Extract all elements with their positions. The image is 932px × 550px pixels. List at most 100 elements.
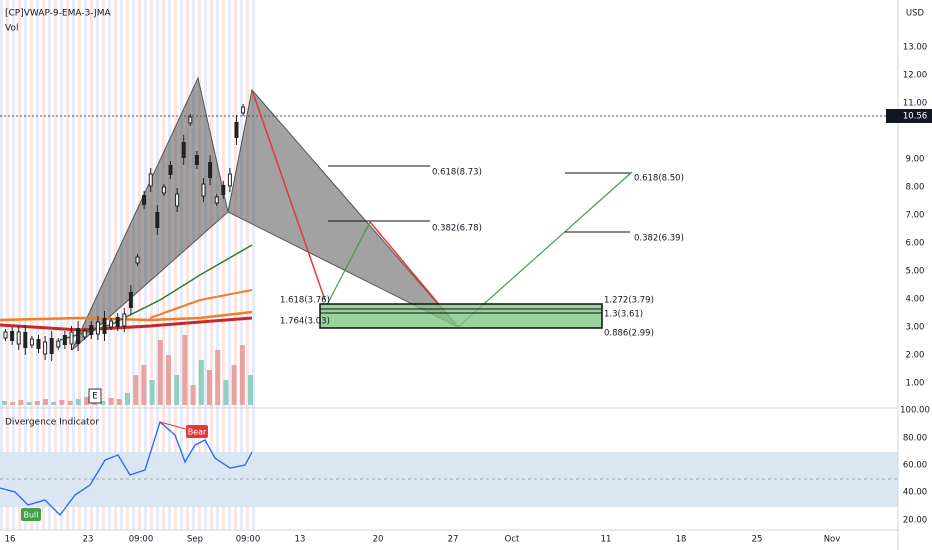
stripe <box>252 0 255 530</box>
candle <box>188 116 193 124</box>
stripe <box>210 0 213 530</box>
candle <box>23 332 28 348</box>
volume-bar <box>198 360 204 405</box>
candle <box>234 122 239 138</box>
time-tick: 20 <box>373 535 384 545</box>
candle <box>76 328 81 344</box>
volume-bar <box>75 399 81 405</box>
time-tick: 23 <box>83 535 94 545</box>
time-tick: Nov <box>824 535 841 545</box>
candle <box>49 338 54 354</box>
bull-label: Bull <box>23 511 38 520</box>
stripe <box>198 0 201 530</box>
time-tick: 13 <box>295 535 306 545</box>
candle <box>102 318 107 334</box>
green-leg <box>457 171 633 328</box>
time-tick: 09:00 <box>129 535 154 545</box>
osc-tick: 20.00 <box>903 516 927 526</box>
volume-bar <box>215 350 221 405</box>
volume-bar <box>239 345 245 405</box>
stripe <box>186 0 189 530</box>
stripe <box>108 0 111 530</box>
volume-bar <box>174 375 180 405</box>
jma <box>59 244 253 341</box>
pattern-xab <box>71 76 229 351</box>
candle <box>135 256 140 264</box>
pattern-bcd <box>227 88 459 328</box>
stripe <box>240 0 243 530</box>
red-leg <box>251 89 326 301</box>
time-tick: 09:00 <box>236 535 261 545</box>
candle <box>221 185 226 195</box>
candle <box>201 183 206 197</box>
fib-label: 0.618(8.73) <box>432 168 482 178</box>
stripe <box>90 0 93 530</box>
candle <box>122 313 127 327</box>
osc-tick: 40.00 <box>903 488 927 498</box>
candle <box>10 331 15 341</box>
target-zone <box>319 303 603 329</box>
stripe <box>0 0 3 530</box>
stripe <box>36 0 39 530</box>
volume-bars <box>2 335 253 405</box>
volume-bar <box>108 398 114 405</box>
stripe <box>54 0 57 530</box>
stripe <box>192 0 195 530</box>
price-tick: 4.00 <box>906 295 925 305</box>
stripe <box>60 0 63 530</box>
stripe <box>24 0 27 530</box>
price-tick: 6.00 <box>906 239 925 249</box>
price-tick: 7.00 <box>906 211 925 221</box>
candle <box>175 193 180 207</box>
price-tick: 8.00 <box>906 183 925 193</box>
fib-label: 0.382(6.78) <box>432 224 482 234</box>
candle <box>168 165 173 175</box>
currency: USD <box>906 9 925 19</box>
fib-label: 0.618(8.50) <box>634 174 684 184</box>
candle <box>69 331 74 345</box>
time-tick: 11 <box>601 535 612 545</box>
stripe <box>168 0 171 530</box>
volume-bar <box>59 400 65 405</box>
candle <box>115 317 120 327</box>
time-tick: 27 <box>448 535 459 545</box>
price-tick: 12.00 <box>903 71 927 81</box>
bear-tag <box>186 425 208 438</box>
stripe <box>234 0 237 530</box>
bull-tag <box>21 508 41 521</box>
candle <box>128 292 133 308</box>
price-tick: 9.00 <box>906 155 925 165</box>
volume-bar <box>157 340 163 405</box>
candle <box>43 341 48 355</box>
candle <box>62 335 67 345</box>
price-tick: 11.00 <box>903 99 927 109</box>
volume-bar <box>67 401 73 405</box>
stripe <box>12 0 15 530</box>
candle <box>161 186 166 194</box>
fib-label: 0.886(2.99) <box>604 329 654 339</box>
volume-bar <box>166 355 171 405</box>
volume-bar <box>207 370 212 405</box>
candle <box>155 212 160 228</box>
oscillator-line <box>0 420 253 516</box>
osc-tick: 100.00 <box>900 406 930 416</box>
volume-bar <box>34 401 40 405</box>
volume-bar <box>190 385 196 405</box>
stripe <box>246 0 249 530</box>
stripe <box>96 0 99 530</box>
session-stripes <box>0 0 255 530</box>
volume-bar <box>141 365 147 405</box>
stripe <box>78 0 81 530</box>
osc-tick: 60.00 <box>903 461 927 471</box>
price-tag <box>898 109 932 123</box>
stripe <box>102 0 105 530</box>
stripe <box>42 0 45 530</box>
ema-2 <box>149 289 253 319</box>
volume-bar <box>231 365 237 405</box>
candle <box>214 196 219 204</box>
bear-label: Bear <box>188 428 207 437</box>
fib-label: 0.382(6.39) <box>634 234 684 244</box>
candle <box>227 173 232 187</box>
green-leg <box>327 221 371 304</box>
